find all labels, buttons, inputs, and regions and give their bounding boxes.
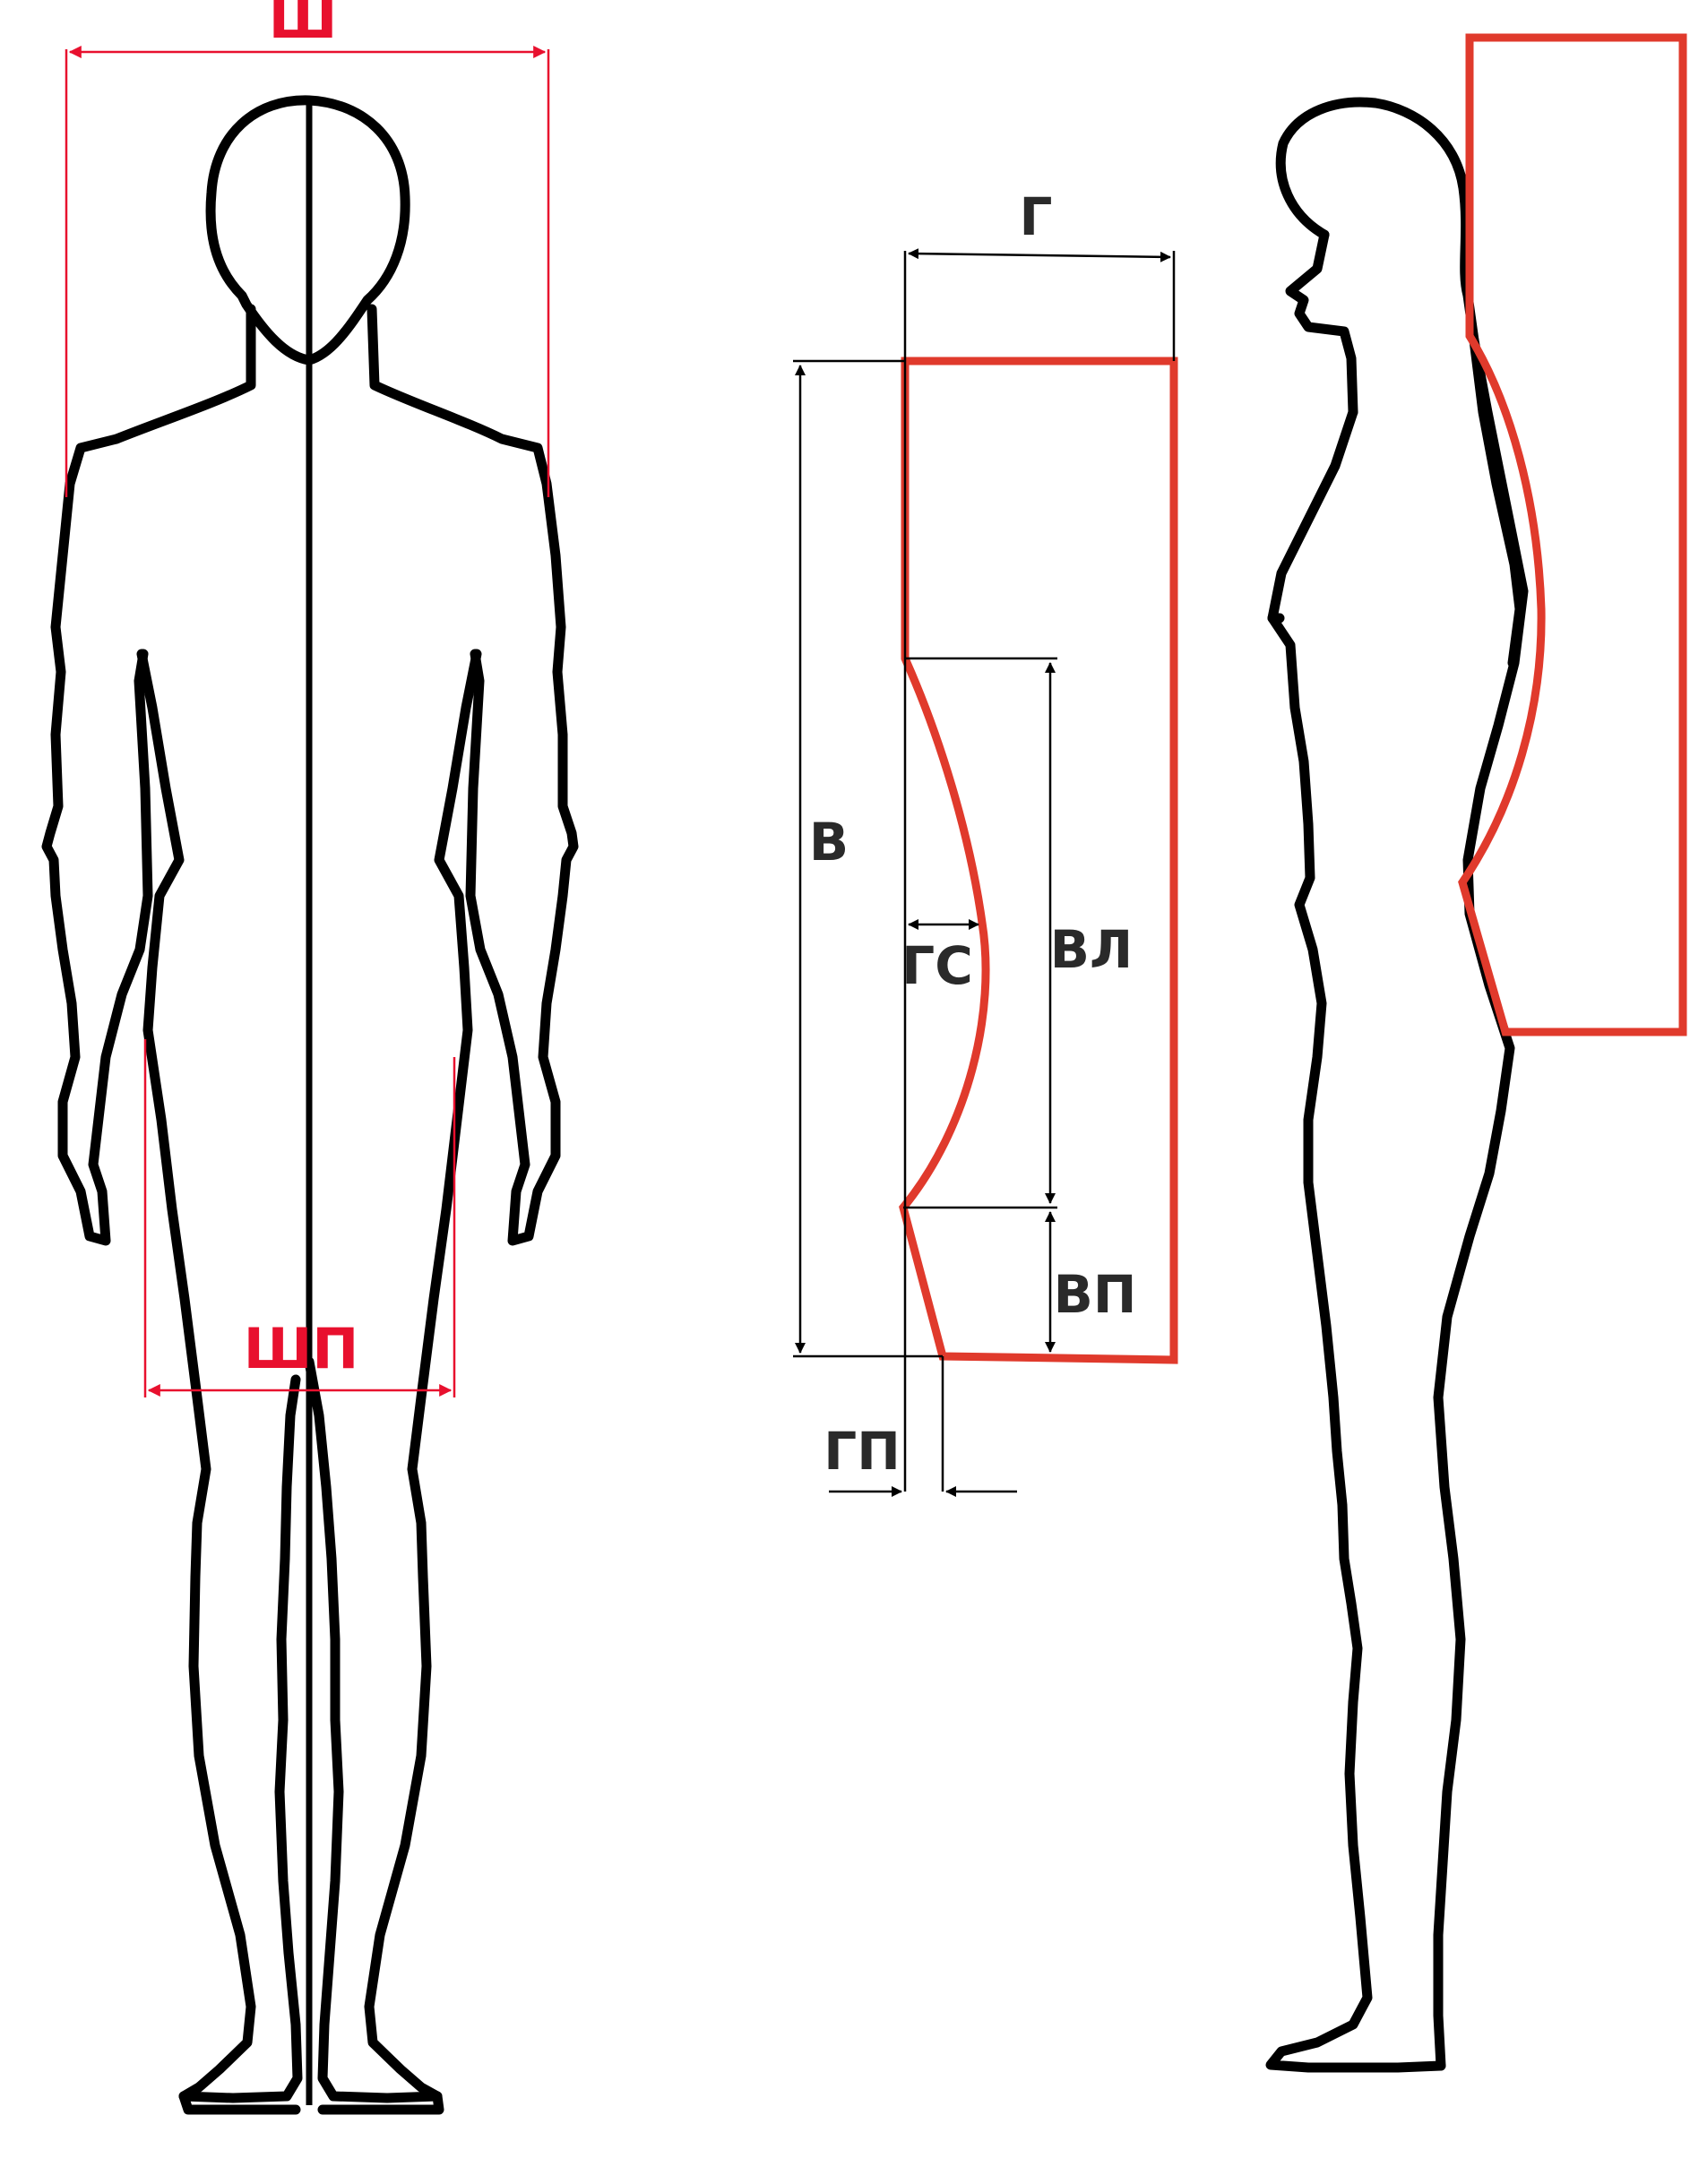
front-body-right [366,304,579,1246]
label-v: В [809,812,849,873]
label-vp: ВП [1054,1264,1137,1325]
side-front-body [1265,407,1446,2073]
center-pattern: Г В ВЛ ГС ВП ГП [793,186,1178,1497]
side-red-outline [1458,33,1687,1036]
side-figure [1265,33,1687,2073]
label-vl: ВЛ [1050,919,1133,980]
side-face [1285,229,1358,417]
dim-sh: Ш [65,0,550,497]
side-head [1275,97,1479,346]
front-torso-left [136,649,303,2103]
front-figure [41,95,579,2115]
label-g: Г [1020,186,1053,247]
label-sh: Ш [269,0,338,51]
front-body-left [41,304,256,1246]
dim-shp: ШП [143,1039,456,1397]
side-back-body [1433,335,1529,2071]
front-torso-right [304,649,482,2103]
label-shp: ШП [244,1316,358,1381]
dim-g-line [908,248,1171,262]
label-gs: ГС [901,935,973,996]
label-gp: ГП [823,1421,901,1482]
pattern-outline [899,357,1178,1364]
front-feet [178,2091,444,2115]
side-arm [1267,335,1525,668]
